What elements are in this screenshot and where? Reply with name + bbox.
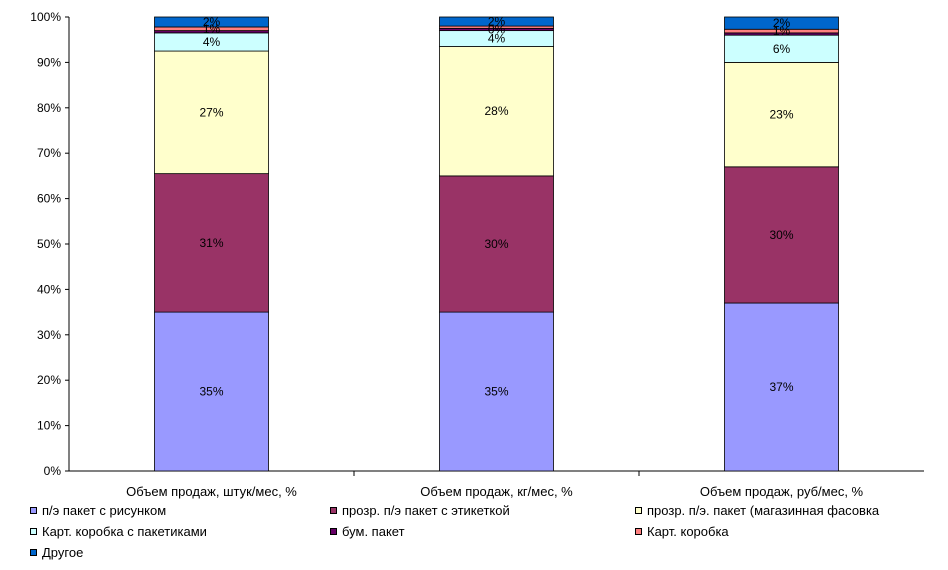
legend-swatch (30, 549, 37, 556)
data-label: 0% (488, 22, 506, 36)
y-tick-label: 50% (37, 237, 61, 251)
bar-segment (439, 311, 554, 472)
bars: 35%31%27%4%1%2%35%30%28%4%0%2%37%30%23%6… (154, 15, 839, 472)
data-label: 37% (769, 380, 793, 394)
data-label: 28% (484, 104, 508, 118)
x-axis: Объем продаж, штук/мес, % Объем продаж, к… (126, 471, 864, 499)
data-label: 30% (769, 228, 793, 242)
data-label: 6% (773, 42, 791, 56)
legend-item: Другое (30, 545, 83, 560)
y-tick-label: 30% (37, 328, 61, 342)
legend-item: прозр. п/э. пакет (магазинная фасовка (635, 503, 879, 518)
category-label: Объем продаж, руб/мес, % (700, 484, 864, 499)
legend-label: прозр. п/э пакет с этикеткой (342, 503, 510, 518)
data-label: 23% (769, 108, 793, 122)
y-tick-label: 10% (37, 419, 61, 433)
bar-segment (439, 16, 554, 27)
data-label: 2% (773, 16, 791, 30)
data-label: 4% (488, 32, 506, 46)
legend-label: Карт. коробка с пакетиками (42, 524, 207, 539)
y-tick-label: 0% (44, 464, 62, 478)
bar-segment (724, 166, 839, 304)
bar-segment (439, 175, 554, 313)
y-tick-label: 60% (37, 192, 61, 206)
bar-segment (724, 34, 839, 63)
data-label: 4% (203, 35, 221, 49)
data-label: 31% (199, 236, 223, 250)
category-label: Объем продаж, штук/мес, % (126, 484, 297, 499)
legend-label: п/э пакет с рисунком (42, 503, 167, 518)
legend-swatch (30, 528, 37, 535)
data-label: 2% (488, 15, 506, 29)
legend-label: Другое (42, 545, 84, 560)
legend-item: прозр. п/э пакет с этикеткой (330, 503, 510, 518)
bar-segment (439, 46, 554, 177)
legend-swatch (635, 507, 642, 514)
legend-swatch (635, 528, 642, 535)
y-axis: 0% 10% 20% 30% 40% 50% 60% 70% 80% 90% 100% (30, 10, 924, 478)
data-label: 35% (199, 385, 223, 399)
bar-segment (154, 173, 269, 313)
bar-segment (154, 311, 269, 472)
bar-segment (724, 16, 839, 30)
data-label: 35% (484, 385, 508, 399)
legend-item: Карт. коробка (635, 524, 729, 539)
bar-segment (154, 16, 269, 28)
bar-segment (724, 62, 839, 168)
legend-item: п/э пакет с рисунком (30, 503, 166, 518)
category-label: Объем продаж, кг/мес, % (420, 484, 573, 499)
legend-label: прозр. п/э. пакет (магазинная фасовка (647, 503, 880, 518)
legend-swatch (30, 507, 37, 514)
legend-swatch (330, 507, 337, 514)
bar-segment (154, 50, 269, 175)
data-label: 2% (203, 15, 221, 29)
y-tick-label: 20% (37, 373, 61, 387)
legend-label: бум. пакет (342, 524, 405, 539)
data-label: 1% (773, 24, 791, 38)
legend-item: бум. пакет (330, 524, 405, 539)
y-tick-label: 40% (37, 282, 61, 296)
legend-swatch (330, 528, 337, 535)
legend-label: Карт. коробка (647, 524, 729, 539)
bar-segment (724, 302, 839, 472)
y-tick-label: 90% (37, 55, 61, 69)
y-tick-label: 70% (37, 146, 61, 160)
data-label: 30% (484, 237, 508, 251)
y-tick-label: 80% (37, 101, 61, 115)
legend-item: Карт. коробка с пакетиками (30, 524, 207, 539)
data-label: 27% (199, 105, 223, 119)
y-tick-label: 100% (30, 10, 61, 24)
data-label: 1% (203, 22, 221, 36)
